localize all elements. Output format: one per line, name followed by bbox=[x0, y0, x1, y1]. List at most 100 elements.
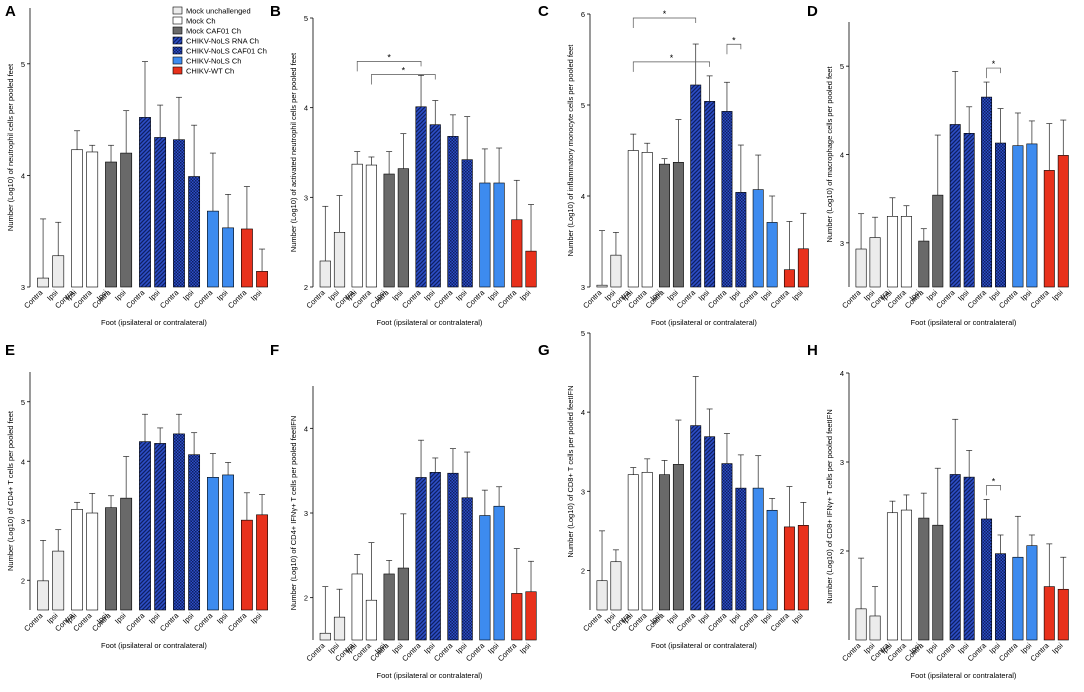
x-category-label: Contra bbox=[675, 610, 698, 633]
significance-bracket bbox=[632, 17, 697, 29]
bar-2 bbox=[52, 255, 65, 288]
bar-4 bbox=[86, 512, 99, 611]
bar-14 bbox=[525, 591, 537, 641]
bar-9 bbox=[981, 96, 993, 288]
bar-5 bbox=[105, 507, 117, 611]
y-tick-label: 4 bbox=[840, 151, 844, 160]
y-axis-label: Number (Log10) of macrophage cells per p… bbox=[825, 66, 834, 243]
bar-8 bbox=[704, 436, 716, 611]
x-category-label: Contra bbox=[22, 287, 45, 310]
bar-12 bbox=[222, 227, 234, 288]
x-category-label: Contra bbox=[496, 640, 519, 663]
bar-10 bbox=[188, 176, 201, 288]
x-category-label: Contra bbox=[464, 287, 487, 310]
bar-13 bbox=[511, 593, 523, 641]
bar-12 bbox=[766, 509, 778, 611]
bar-14 bbox=[797, 525, 809, 611]
x-category-label: Contra bbox=[1028, 640, 1051, 663]
x-category-label: Ipsi bbox=[215, 288, 230, 303]
bar-7 bbox=[690, 84, 702, 288]
y-tick-label: 2 bbox=[840, 547, 844, 556]
bar-1 bbox=[37, 277, 49, 288]
bar-3 bbox=[71, 509, 83, 611]
bar-2 bbox=[610, 254, 622, 288]
x-category-label: Contra bbox=[840, 640, 863, 663]
bar-8 bbox=[429, 124, 441, 288]
x-category-label: Contra bbox=[432, 287, 455, 310]
bar-8 bbox=[429, 472, 441, 641]
bar-8 bbox=[154, 443, 167, 611]
bar-3 bbox=[351, 573, 363, 641]
y-tick-label: 3 bbox=[304, 509, 308, 518]
legend-swatch-6 bbox=[172, 56, 183, 65]
legend-swatch-4 bbox=[172, 36, 183, 45]
bar-4 bbox=[900, 216, 912, 288]
panel-g: G 2 3 4 5 Number (Log10) of CD8+ T cells per … bbox=[538, 329, 809, 650]
bar-13 bbox=[783, 269, 795, 288]
significance-star: * bbox=[402, 65, 406, 75]
legend-label-7: CHIKV-WT Ch bbox=[186, 67, 234, 76]
bar-13 bbox=[1043, 170, 1055, 288]
bar-7 bbox=[415, 477, 427, 641]
bar-11 bbox=[1012, 556, 1024, 641]
y-tick-label: 5 bbox=[581, 329, 585, 338]
bar-1 bbox=[319, 632, 331, 641]
y-tick-label: 3 bbox=[840, 239, 844, 248]
x-category-label: Ipsi bbox=[249, 611, 264, 626]
y-axis-label: Number (Log10) of CD8+ IFNγ+ T cells per… bbox=[825, 409, 834, 604]
significance-star: * bbox=[732, 35, 736, 45]
bar-11 bbox=[207, 210, 219, 288]
y-tick-label: 5 bbox=[840, 62, 844, 71]
bar-4 bbox=[365, 599, 377, 641]
bar-12 bbox=[766, 222, 778, 288]
bar-11 bbox=[479, 182, 491, 288]
y-axis-label: Number (Log10) of neutrophil cells per p… bbox=[6, 63, 15, 231]
x-axis-label: Foot (ipsilateral or contralateral) bbox=[101, 641, 207, 650]
panel-label: B bbox=[270, 3, 281, 20]
significance-star: * bbox=[992, 476, 996, 486]
bar-11 bbox=[752, 189, 764, 288]
x-category-label: Ipsi bbox=[147, 611, 162, 626]
bar-7 bbox=[690, 425, 702, 611]
x-category-label: Ipsi bbox=[249, 288, 264, 303]
x-category-label: Contra bbox=[496, 287, 519, 310]
y-tick-label: 2 bbox=[581, 566, 585, 575]
x-category-label: Ipsi bbox=[518, 288, 533, 303]
bar-5 bbox=[659, 474, 670, 611]
x-axis-label: Foot (ipsilateral or contralateral) bbox=[651, 641, 757, 650]
bar-11 bbox=[207, 477, 219, 611]
bar-9 bbox=[981, 518, 993, 641]
y-tick-label: 4 bbox=[21, 171, 25, 180]
significance-bracket bbox=[632, 61, 710, 72]
y-tick-label: 2 bbox=[21, 576, 25, 585]
x-axis-label: Foot (ipsilateral or contralateral) bbox=[101, 318, 207, 327]
bar-7 bbox=[949, 474, 961, 641]
y-tick-label: 4 bbox=[840, 369, 844, 378]
bar-9 bbox=[447, 136, 459, 288]
bar-14 bbox=[1057, 155, 1069, 288]
x-category-label: Ipsi bbox=[113, 288, 128, 303]
y-axis-label: Number (Log10) of CD8+ T cells per poole… bbox=[566, 385, 575, 557]
bar-10 bbox=[188, 454, 201, 611]
bar-12 bbox=[1026, 545, 1038, 641]
x-category-label: Contra bbox=[22, 610, 45, 633]
panel-label: H bbox=[807, 342, 818, 359]
legend-swatch-7 bbox=[172, 66, 183, 75]
x-category-label: Contra bbox=[1028, 287, 1051, 310]
bar-9 bbox=[447, 472, 459, 641]
significance-star: * bbox=[387, 52, 391, 62]
bar-10 bbox=[995, 553, 1007, 641]
bar-5 bbox=[918, 240, 930, 288]
bar-12 bbox=[1026, 143, 1038, 288]
x-category-label: Contra bbox=[706, 287, 729, 310]
bar-3 bbox=[627, 150, 639, 288]
bar-1 bbox=[37, 580, 49, 611]
bar-2 bbox=[333, 616, 346, 641]
bar-3 bbox=[627, 474, 639, 611]
bar-4 bbox=[365, 164, 377, 288]
bar-8 bbox=[963, 476, 975, 641]
bar-14 bbox=[256, 271, 268, 288]
legend-swatch-1 bbox=[172, 6, 183, 15]
x-category-label: Contra bbox=[400, 287, 423, 310]
